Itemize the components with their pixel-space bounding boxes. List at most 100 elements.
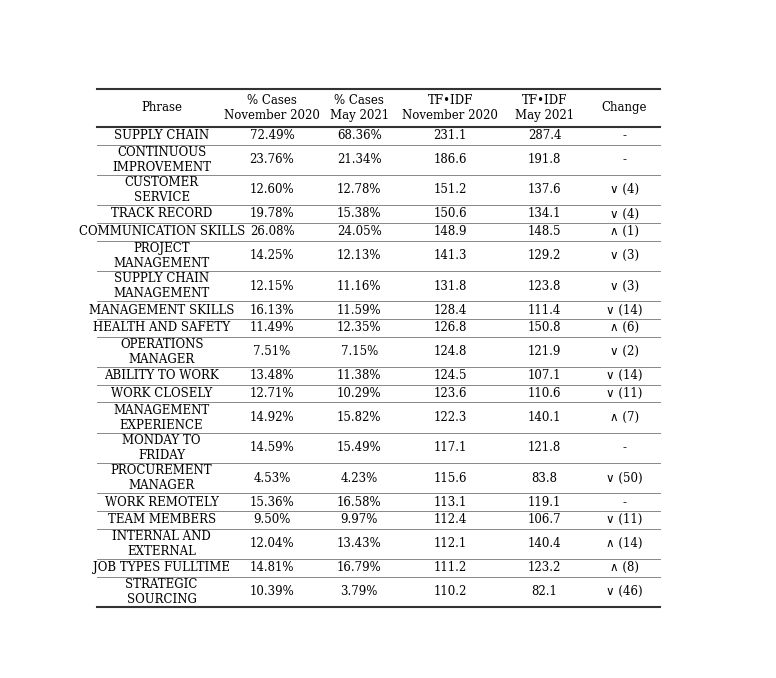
Text: 21.34%: 21.34% <box>337 153 382 166</box>
Text: 124.5: 124.5 <box>434 370 467 382</box>
Text: 124.8: 124.8 <box>434 345 467 358</box>
Text: 111.4: 111.4 <box>528 304 561 317</box>
Text: 83.8: 83.8 <box>532 472 557 485</box>
Text: 7.15%: 7.15% <box>341 345 378 358</box>
Text: ∨ (2): ∨ (2) <box>610 345 639 358</box>
Text: 12.13%: 12.13% <box>337 250 382 262</box>
Text: HEALTH AND SAFETY: HEALTH AND SAFETY <box>93 321 230 334</box>
Text: 3.79%: 3.79% <box>341 585 378 599</box>
Text: ∧ (6): ∧ (6) <box>610 321 639 334</box>
Text: 12.60%: 12.60% <box>250 184 294 197</box>
Text: 137.6: 137.6 <box>528 184 561 197</box>
Text: -: - <box>622 496 626 508</box>
Text: TF•IDF
May 2021: TF•IDF May 2021 <box>515 94 574 122</box>
Text: 4.23%: 4.23% <box>341 472 378 485</box>
Text: ABILITY TO WORK: ABILITY TO WORK <box>104 370 219 382</box>
Text: -: - <box>622 129 626 142</box>
Text: OPERATIONS
MANAGER: OPERATIONS MANAGER <box>120 338 203 366</box>
Text: 14.25%: 14.25% <box>250 250 294 262</box>
Text: INTERNAL AND
EXTERNAL: INTERNAL AND EXTERNAL <box>113 530 211 558</box>
Text: 111.2: 111.2 <box>434 561 467 574</box>
Text: TRACK RECORD: TRACK RECORD <box>111 207 213 220</box>
Text: 14.81%: 14.81% <box>250 561 294 574</box>
Text: 115.6: 115.6 <box>434 472 467 485</box>
Text: 151.2: 151.2 <box>434 184 467 197</box>
Text: 110.6: 110.6 <box>528 387 561 400</box>
Text: 12.35%: 12.35% <box>337 321 382 334</box>
Text: 15.82%: 15.82% <box>337 411 382 424</box>
Text: ∨ (4): ∨ (4) <box>610 207 639 220</box>
Text: 287.4: 287.4 <box>528 129 561 142</box>
Text: WORK REMOTELY: WORK REMOTELY <box>105 496 219 508</box>
Text: 110.2: 110.2 <box>434 585 467 599</box>
Text: 15.38%: 15.38% <box>337 207 382 220</box>
Text: PROCUREMENT
MANAGER: PROCUREMENT MANAGER <box>111 464 213 492</box>
Text: ∨ (4): ∨ (4) <box>610 184 639 197</box>
Text: 12.78%: 12.78% <box>337 184 382 197</box>
Text: 68.36%: 68.36% <box>337 129 382 142</box>
Text: 119.1: 119.1 <box>528 496 561 508</box>
Text: ∧ (14): ∧ (14) <box>606 538 643 551</box>
Text: 26.08%: 26.08% <box>250 225 294 238</box>
Text: 121.8: 121.8 <box>528 441 561 454</box>
Text: 117.1: 117.1 <box>434 441 467 454</box>
Text: 16.79%: 16.79% <box>337 561 382 574</box>
Text: CUSTOMER
SERVICE: CUSTOMER SERVICE <box>125 176 199 204</box>
Text: 106.7: 106.7 <box>528 513 561 526</box>
Text: CONTINUOUS
IMPROVEMENT: CONTINUOUS IMPROVEMENT <box>113 146 211 174</box>
Text: Change: Change <box>601 102 647 115</box>
Text: 107.1: 107.1 <box>528 370 561 382</box>
Text: 12.71%: 12.71% <box>250 387 294 400</box>
Text: 128.4: 128.4 <box>434 304 467 317</box>
Text: 148.5: 148.5 <box>528 225 561 238</box>
Text: 123.6: 123.6 <box>434 387 467 400</box>
Text: COMMUNICATION SKILLS: COMMUNICATION SKILLS <box>78 225 244 238</box>
Text: 123.2: 123.2 <box>528 561 561 574</box>
Text: 12.15%: 12.15% <box>250 279 294 292</box>
Text: 14.92%: 14.92% <box>250 411 294 424</box>
Text: SUPPLY CHAIN: SUPPLY CHAIN <box>114 129 210 142</box>
Text: ∨ (14): ∨ (14) <box>606 304 643 317</box>
Text: 129.2: 129.2 <box>528 250 561 262</box>
Text: 150.8: 150.8 <box>528 321 561 334</box>
Text: ∨ (3): ∨ (3) <box>610 250 639 262</box>
Text: 16.58%: 16.58% <box>337 496 382 508</box>
Text: 11.16%: 11.16% <box>337 279 382 292</box>
Text: -: - <box>622 153 626 166</box>
Text: 123.8: 123.8 <box>528 279 561 292</box>
Text: PROJECT
MANAGEMENT: PROJECT MANAGEMENT <box>113 242 210 270</box>
Text: 121.9: 121.9 <box>528 345 561 358</box>
Text: 11.59%: 11.59% <box>337 304 382 317</box>
Text: 15.49%: 15.49% <box>337 441 382 454</box>
Text: 4.53%: 4.53% <box>253 472 291 485</box>
Text: ∧ (1): ∧ (1) <box>610 225 639 238</box>
Text: TEAM MEMBERS: TEAM MEMBERS <box>108 513 216 526</box>
Text: MANAGEMENT SKILLS: MANAGEMENT SKILLS <box>89 304 234 317</box>
Text: 150.6: 150.6 <box>434 207 467 220</box>
Text: Phrase: Phrase <box>141 102 182 115</box>
Text: ∧ (8): ∧ (8) <box>610 561 639 574</box>
Text: 112.4: 112.4 <box>434 513 467 526</box>
Text: 126.8: 126.8 <box>434 321 467 334</box>
Text: ∨ (14): ∨ (14) <box>606 370 643 382</box>
Text: 112.1: 112.1 <box>434 538 467 551</box>
Text: MANAGEMENT
EXPERIENCE: MANAGEMENT EXPERIENCE <box>113 403 210 432</box>
Text: WORK CLOSELY: WORK CLOSELY <box>111 387 213 400</box>
Text: 10.29%: 10.29% <box>337 387 382 400</box>
Text: ∨ (11): ∨ (11) <box>606 387 643 400</box>
Text: 12.04%: 12.04% <box>250 538 294 551</box>
Text: 10.39%: 10.39% <box>250 585 294 599</box>
Text: 82.1: 82.1 <box>532 585 557 599</box>
Text: 24.05%: 24.05% <box>337 225 382 238</box>
Text: 14.59%: 14.59% <box>250 441 294 454</box>
Text: ∨ (46): ∨ (46) <box>606 585 643 599</box>
Text: 7.51%: 7.51% <box>254 345 291 358</box>
Text: 16.13%: 16.13% <box>250 304 294 317</box>
Text: TF•IDF
November 2020: TF•IDF November 2020 <box>403 94 498 122</box>
Text: MONDAY TO
FRIDAY: MONDAY TO FRIDAY <box>123 434 201 462</box>
Text: ∨ (11): ∨ (11) <box>606 513 643 526</box>
Text: 134.1: 134.1 <box>528 207 561 220</box>
Text: ∧ (7): ∧ (7) <box>610 411 639 424</box>
Text: 186.6: 186.6 <box>434 153 467 166</box>
Text: 11.38%: 11.38% <box>337 370 382 382</box>
